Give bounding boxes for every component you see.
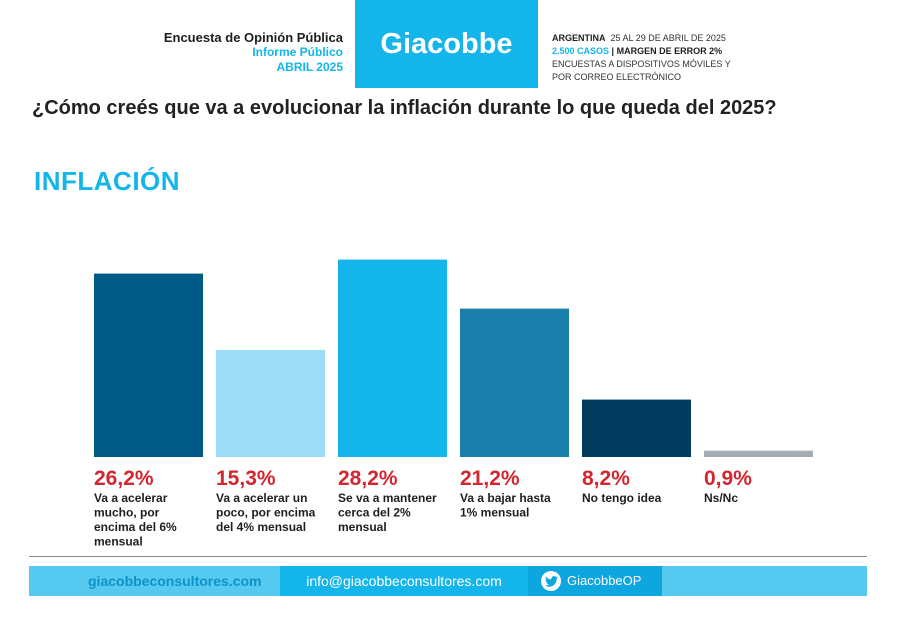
website-link[interactable]: giacobbeconsultores.com <box>88 573 262 589</box>
twitter-bird-icon <box>541 571 561 591</box>
survey-cases: 2.500 CASOS <box>552 46 610 56</box>
category-label-1-line-4: mensual <box>94 535 143 549</box>
details-separator: | <box>611 46 615 56</box>
category-label-4-line-1: Va a bajar hasta <box>460 491 551 505</box>
margin-of-error: MARGEN DE ERROR 2% <box>616 46 723 56</box>
category-label-2-line-2: poco, por encima <box>216 506 316 520</box>
value-label-3: 28,2% <box>338 467 398 490</box>
twitter-link[interactable]: GiacobbeOP <box>528 566 662 596</box>
survey-details: ARGENTINA 25 AL 29 DE ABRIL DE 2025 2.50… <box>552 32 731 84</box>
category-label-3-line-1: Se va a mantener <box>338 491 437 505</box>
question-text: ¿Cómo creés que va a evolucionar la infl… <box>32 97 777 119</box>
bar-6 <box>704 450 813 457</box>
category-label-1-line-3: encima del 6% <box>94 520 177 534</box>
survey-country: ARGENTINA <box>552 33 606 43</box>
bar-5 <box>582 399 691 457</box>
category-label-2-line-1: Va a acelerar un <box>216 491 307 505</box>
category-label-2-line-3: del 4% mensual <box>216 520 306 534</box>
category-label-1-line-1: Va a acelerar <box>94 491 168 505</box>
category-label-6-line-1: Ns/Nc <box>704 491 738 505</box>
category-label-1-line-2: mucho, por <box>94 506 160 520</box>
category-label-3-line-2: cerca del 2% <box>338 506 411 520</box>
bar-1 <box>94 273 203 457</box>
bar-2 <box>216 349 325 457</box>
email-link[interactable]: info@giacobbeconsultores.com <box>280 566 528 596</box>
report-date: ABRIL 2025 <box>276 60 343 74</box>
value-label-4: 21,2% <box>460 467 520 490</box>
value-label-5: 8,2% <box>582 467 630 490</box>
brand-logo: Giacobbe <box>355 0 538 88</box>
section-title: INFLACIÓN <box>34 166 181 196</box>
category-label-3-line-3: mensual <box>338 520 387 534</box>
category-label-4-line-2: 1% mensual <box>460 506 529 520</box>
footer-divider <box>29 556 867 557</box>
survey-method-line-2: POR CORREO ELECTRÓNICO <box>552 72 682 82</box>
survey-method-line-1: ENCUESTAS A DISPOSITIVOS MÓVILES Y <box>552 59 731 69</box>
value-label-1: 26,2% <box>94 467 154 490</box>
value-label-2: 15,3% <box>216 467 276 490</box>
report-header-left: Encuesta de Opinión Pública Informe Públ… <box>60 30 343 75</box>
value-label-6: 0,9% <box>704 467 752 490</box>
bar-4 <box>460 308 569 457</box>
twitter-handle: GiacobbeOP <box>567 573 642 588</box>
survey-title: Encuesta de Opinión Pública <box>163 30 343 45</box>
survey-dates: 25 AL 29 DE ABRIL DE 2025 <box>610 33 726 43</box>
report-type: Informe Público <box>252 45 343 59</box>
category-label-5-line-1: No tengo idea <box>582 491 662 505</box>
bar-3 <box>338 259 447 457</box>
